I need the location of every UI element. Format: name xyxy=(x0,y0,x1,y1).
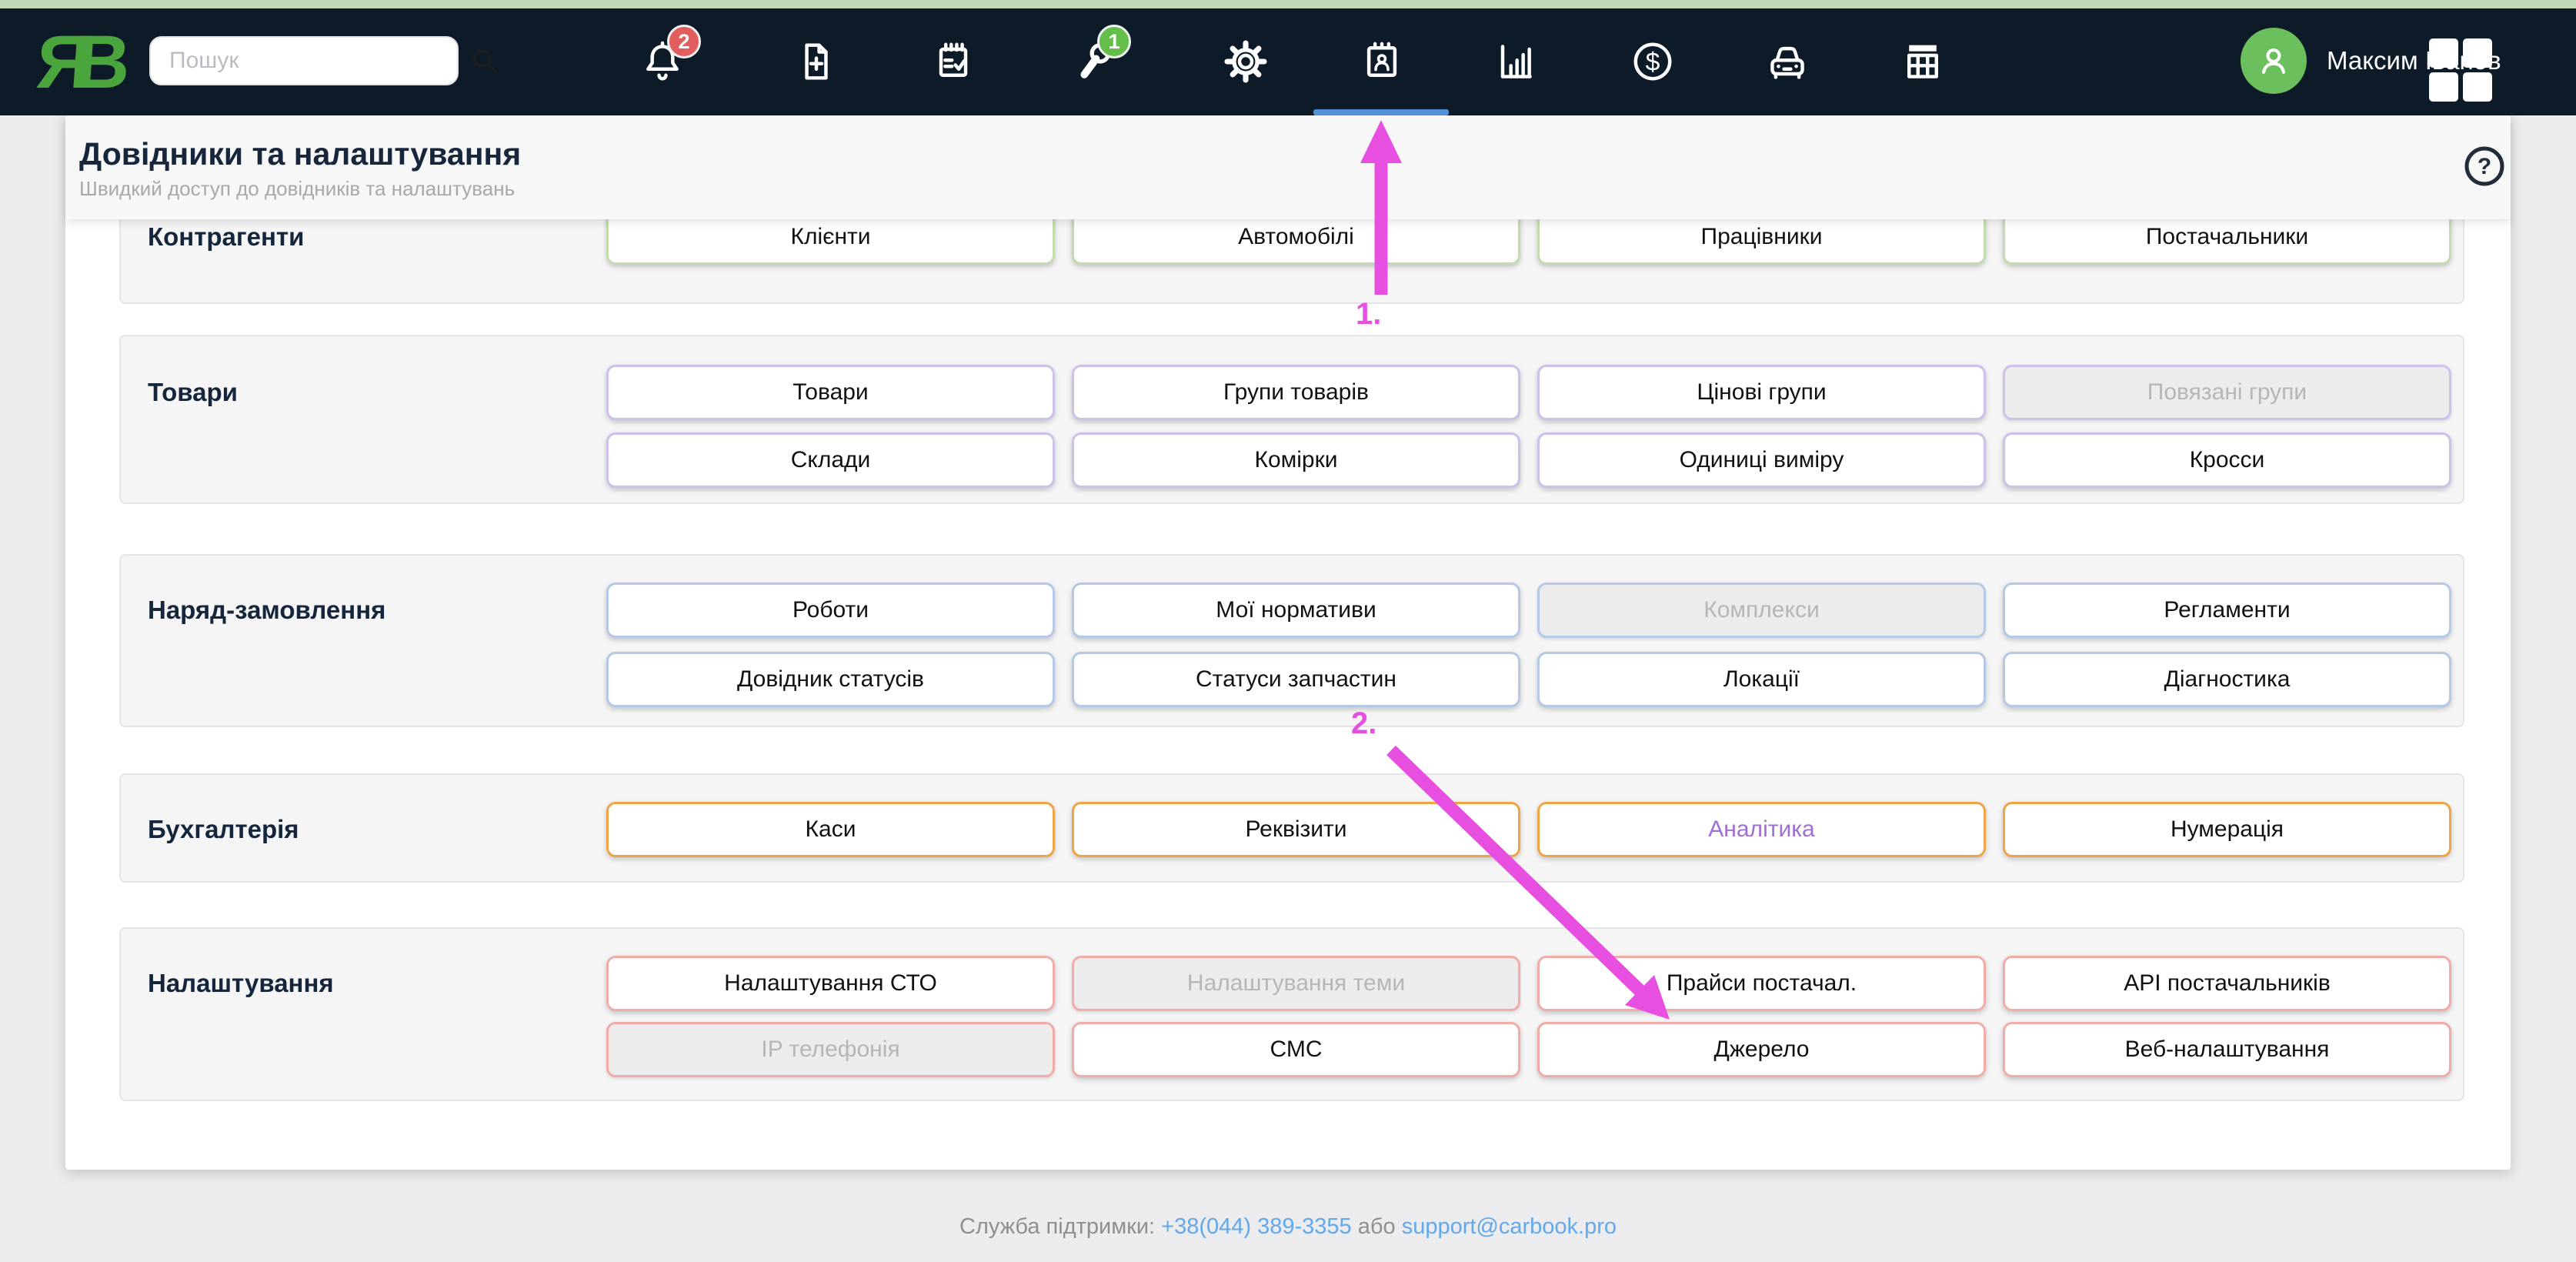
catalog-button[interactable]: Джерело xyxy=(1537,1022,1986,1077)
settings-nav-item[interactable] xyxy=(1218,34,1273,89)
button-row: Каси Реквізити Аналітика Нумерація xyxy=(606,802,2451,857)
catalog-button: Повязані групи xyxy=(2003,365,2451,420)
main-content-card: Контрагенти Клієнти Автомобілі Працівники По… xyxy=(65,115,2511,1170)
catalog-button[interactable]: Прайси постачал. xyxy=(1537,956,1986,1011)
gear-icon xyxy=(1224,40,1267,83)
button-row: Налаштування СТО Налаштування теми Прайси … xyxy=(606,956,2451,1011)
page-title: Довідники та налаштування xyxy=(79,136,522,172)
tables-nav-item[interactable] xyxy=(1895,34,1950,89)
search-input[interactable] xyxy=(168,47,468,75)
apps-grid-button[interactable] xyxy=(2428,37,2494,103)
help-button[interactable]: ? xyxy=(2463,145,2506,188)
catalog-button[interactable]: Локації xyxy=(1537,652,1986,707)
question-mark-icon: ? xyxy=(2464,146,2504,186)
notifications-badge: 2 xyxy=(667,25,701,58)
support-conjunction: або xyxy=(1357,1214,1396,1239)
catalog-button[interactable]: Діагностика xyxy=(2003,652,2451,707)
catalog-button[interactable]: Налаштування СТО xyxy=(606,956,1055,1011)
app-logo[interactable]: ЯВ xyxy=(34,19,118,104)
catalog-button[interactable]: Комірки xyxy=(1072,432,1520,488)
person-icon xyxy=(2261,48,2286,74)
button-row: Роботи Мої нормативи Комплекси Регламенти xyxy=(606,583,2451,638)
catalog-button[interactable]: Цінові групи xyxy=(1537,365,1986,420)
vehicles-nav-item[interactable] xyxy=(1760,34,1815,89)
bar-chart-icon xyxy=(1500,45,1532,78)
section-work-orders: Наряд-замовлення Роботи Мої нормативи Компл… xyxy=(119,554,2464,727)
support-email-link[interactable]: support@carbook.pro xyxy=(1401,1214,1617,1239)
page-header: Довідники та налаштування Швидкий доступ… xyxy=(65,115,2511,219)
catalog-button[interactable]: Реквізити xyxy=(1072,802,1520,857)
section-accounting: Бухгалтерія Каси Реквізити Аналітика Нумерац… xyxy=(119,773,2464,883)
new-document-nav-item[interactable] xyxy=(789,34,844,89)
catalog-button[interactable]: Статуси запчастин xyxy=(1072,652,1520,707)
support-phone-link[interactable]: +38(044) 389-3355 xyxy=(1161,1214,1352,1239)
avatar xyxy=(2241,28,2307,94)
global-search xyxy=(149,36,497,85)
repairs-nav-item[interactable]: 1 xyxy=(1065,25,1131,89)
button-row: Довідник статусів Статуси запчастин Локаці… xyxy=(606,652,2451,707)
file-plus-icon xyxy=(805,43,828,80)
catalog-button[interactable]: СМС xyxy=(1072,1022,1520,1077)
browser-top-strip xyxy=(0,0,2576,8)
catalog-button[interactable]: Регламенти xyxy=(2003,583,2451,638)
section-title: Наряд-замовлення xyxy=(148,596,386,624)
reports-nav-item[interactable] xyxy=(1487,34,1543,89)
catalog-button[interactable]: Кросси xyxy=(2003,432,2451,488)
section-title: Налаштування xyxy=(148,969,334,997)
section-goods: Товари Товари Групи товарів Цінові групи Пов… xyxy=(119,335,2464,504)
section-title: Контрагенти xyxy=(148,222,305,251)
catalog-button[interactable]: Довідник статусів xyxy=(606,652,1055,707)
catalog-button[interactable]: Веб-налаштування xyxy=(2003,1022,2451,1077)
section-title: Бухгалтерія xyxy=(148,815,299,843)
catalog-button[interactable]: Мої нормативи xyxy=(1072,583,1520,638)
notifications-nav-item[interactable]: 2 xyxy=(635,25,701,89)
calendar-check-icon xyxy=(939,42,968,77)
catalog-button[interactable]: Роботи xyxy=(606,583,1055,638)
catalog-button: Комплекси xyxy=(1537,583,1986,638)
page-subtitle: Швидкий доступ до довідників та налаштув… xyxy=(79,177,516,200)
support-footer: Служба підтримки: +38(044) 389-3355 або … xyxy=(0,1214,2576,1240)
top-navbar: ЯВ 2 1 xyxy=(0,8,2576,115)
search-icon xyxy=(473,49,497,73)
catalog-button[interactable]: Аналітика xyxy=(1537,802,1986,857)
catalog-button: IP телефонія xyxy=(606,1022,1055,1077)
catalog-button: Налаштування теми xyxy=(1072,956,1520,1011)
svg-text:?: ? xyxy=(2478,154,2491,179)
catalog-button[interactable]: Нумерація xyxy=(2003,802,2451,857)
dollar-icon: $ xyxy=(1633,42,1672,81)
selected-tab-underline xyxy=(1313,109,1449,115)
catalog-button[interactable]: Склади xyxy=(606,432,1055,488)
catalog-button[interactable]: Каси xyxy=(606,802,1055,857)
button-row: IP телефонія СМС Джерело Веб-налаштування xyxy=(606,1022,2451,1077)
table-icon xyxy=(1907,45,1938,78)
catalog-button[interactable]: API постачальників xyxy=(2003,956,2451,1011)
button-row: Склади Комірки Одиниці виміру Кросси xyxy=(606,432,2451,488)
section-title: Товари xyxy=(148,378,238,406)
catalog-button[interactable]: Одиниці виміру xyxy=(1537,432,1986,488)
repairs-badge: 1 xyxy=(1097,25,1131,58)
support-prefix: Служба підтримки: xyxy=(959,1214,1156,1239)
car-icon xyxy=(1770,46,1804,79)
finance-nav-item[interactable]: $ xyxy=(1625,34,1680,89)
svg-text:$: $ xyxy=(1646,48,1660,77)
directories-nav-item-selected[interactable] xyxy=(1354,34,1410,89)
catalog-button[interactable]: Товари xyxy=(606,365,1055,420)
section-settings: Налаштування Налаштування СТО Налаштування… xyxy=(119,927,2464,1101)
apps-grid-icon xyxy=(2429,38,2492,102)
planner-nav-item[interactable] xyxy=(926,34,981,89)
button-row: Товари Групи товарів Цінові групи Повязані … xyxy=(606,365,2451,420)
catalog-button[interactable]: Групи товарів xyxy=(1072,365,1520,420)
calendar-person-icon xyxy=(1366,42,1397,77)
